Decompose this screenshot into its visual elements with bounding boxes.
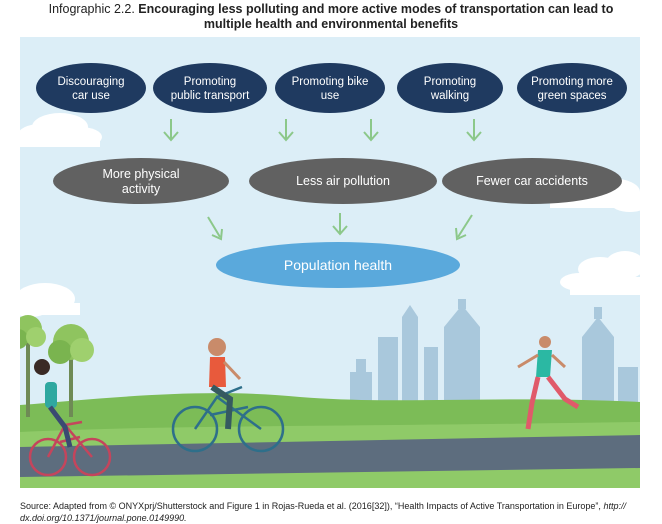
node-promoting-walking bbox=[397, 63, 503, 113]
middle-1-line-2: activity bbox=[122, 182, 161, 196]
node-more-physical-activity bbox=[53, 158, 229, 204]
source-text: Source: Adapted from © ONYXprj/Shutterst… bbox=[20, 501, 604, 511]
cloud-left bbox=[20, 113, 102, 147]
node-less-air-pollution bbox=[249, 158, 437, 204]
cyclist-man bbox=[171, 338, 285, 453]
arrow-4 bbox=[466, 119, 482, 142]
arrow-6 bbox=[332, 213, 348, 236]
top-2-line-1: Promoting bbox=[184, 76, 236, 88]
cloud-bottom-right bbox=[560, 251, 640, 295]
arrow-1 bbox=[163, 119, 179, 142]
road bbox=[20, 435, 640, 477]
title-line-1: Encouraging less polluting and more acti… bbox=[138, 2, 614, 16]
node-discouraging-car-use bbox=[36, 63, 146, 113]
cyclist-woman bbox=[28, 359, 112, 477]
arrows-middle-to-outcome bbox=[207, 213, 473, 241]
top-row-ellipses bbox=[36, 63, 627, 113]
middle-1-line-1: More physical bbox=[102, 167, 179, 181]
middle-row-ellipses bbox=[53, 158, 622, 204]
top-row-labels: Discouraging car use Promoting public tr… bbox=[57, 76, 612, 102]
arrow-7 bbox=[455, 214, 473, 241]
infographic-scene: Discouraging car use Promoting public tr… bbox=[20, 37, 640, 488]
top-5-line-2: green spaces bbox=[537, 90, 606, 102]
tree-left bbox=[20, 315, 46, 417]
title-line-2: multiple health and environmental benefi… bbox=[203, 17, 459, 31]
tree-center bbox=[48, 324, 94, 417]
arrow-2 bbox=[278, 119, 294, 142]
arrow-5 bbox=[207, 216, 223, 241]
top-1-line-2: car use bbox=[72, 90, 110, 102]
runner bbox=[517, 336, 580, 430]
top-4-line-2: walking bbox=[430, 90, 469, 102]
source-link-part-2[interactable]: dx.doi.org/10.1371/journal.pone.0149990. bbox=[20, 513, 187, 523]
top-3-line-1: Promoting bike bbox=[292, 76, 369, 88]
top-5-line-1: Promoting more bbox=[531, 76, 613, 88]
infographic-title: Infographic 2.2. Encouraging less pollut… bbox=[0, 2, 662, 32]
node-population-health bbox=[216, 242, 460, 288]
middle-2-line-1: Less air pollution bbox=[296, 174, 390, 188]
node-promoting-bike-use bbox=[275, 63, 385, 113]
source-link-part-1[interactable]: http:// bbox=[603, 501, 626, 511]
middle-3-line-1: Fewer car accidents bbox=[476, 174, 588, 188]
source-note: Source: Adapted from © ONYXprj/Shutterst… bbox=[20, 500, 650, 524]
top-4-line-1: Promoting bbox=[424, 76, 476, 88]
top-3-line-2: use bbox=[321, 90, 340, 102]
node-promoting-public-transport bbox=[153, 63, 267, 113]
top-2-line-2: public transport bbox=[171, 90, 250, 102]
arrows-top-to-middle bbox=[163, 119, 482, 142]
node-promoting-green-spaces bbox=[517, 63, 627, 113]
cloud-bottom-left bbox=[20, 283, 80, 317]
top-1-line-1: Discouraging bbox=[57, 76, 124, 88]
title-prefix: Infographic 2.2. bbox=[48, 2, 135, 16]
outcome-label: Population health bbox=[284, 257, 392, 273]
middle-row-labels: More physical activity Less air pollutio… bbox=[102, 167, 587, 196]
node-fewer-car-accidents bbox=[442, 158, 622, 204]
arrow-3 bbox=[363, 119, 379, 142]
